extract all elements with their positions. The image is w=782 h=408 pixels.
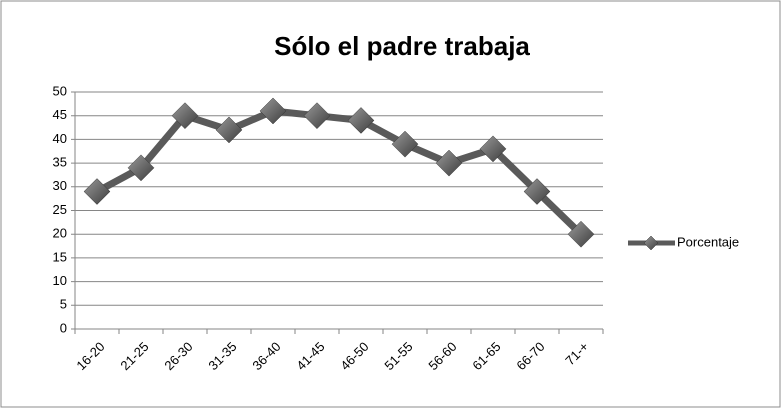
point-marker [215,116,243,144]
point-marker [127,154,155,182]
point-marker [259,97,287,125]
point-marker [567,220,595,248]
point-marker [303,102,331,130]
legend-marker [643,235,659,251]
y-tick-label: 20 [53,226,67,241]
point-marker [479,135,507,163]
point-marker [391,130,419,158]
chart-title: Sólo el padre trabaja [274,31,530,61]
series-line [95,107,584,237]
point-marker [171,102,199,130]
point-marker [347,107,375,134]
y-tick-label: 35 [53,155,67,170]
point-marker [435,149,463,177]
y-tick-label: 45 [53,107,67,122]
point-marker [83,178,111,205]
y-tick-label: 0 [60,320,67,335]
point-marker [523,178,551,205]
y-tick-label: 10 [53,273,67,288]
y-tick-label: 5 [60,297,67,312]
y-tick-label: 30 [53,178,67,193]
legend-label: Porcentaje [677,234,739,249]
y-tick-label: 25 [53,202,67,217]
y-tick-label: 40 [53,131,67,146]
y-tick-label: 15 [53,249,67,264]
y-tick-label: 50 [53,83,67,98]
